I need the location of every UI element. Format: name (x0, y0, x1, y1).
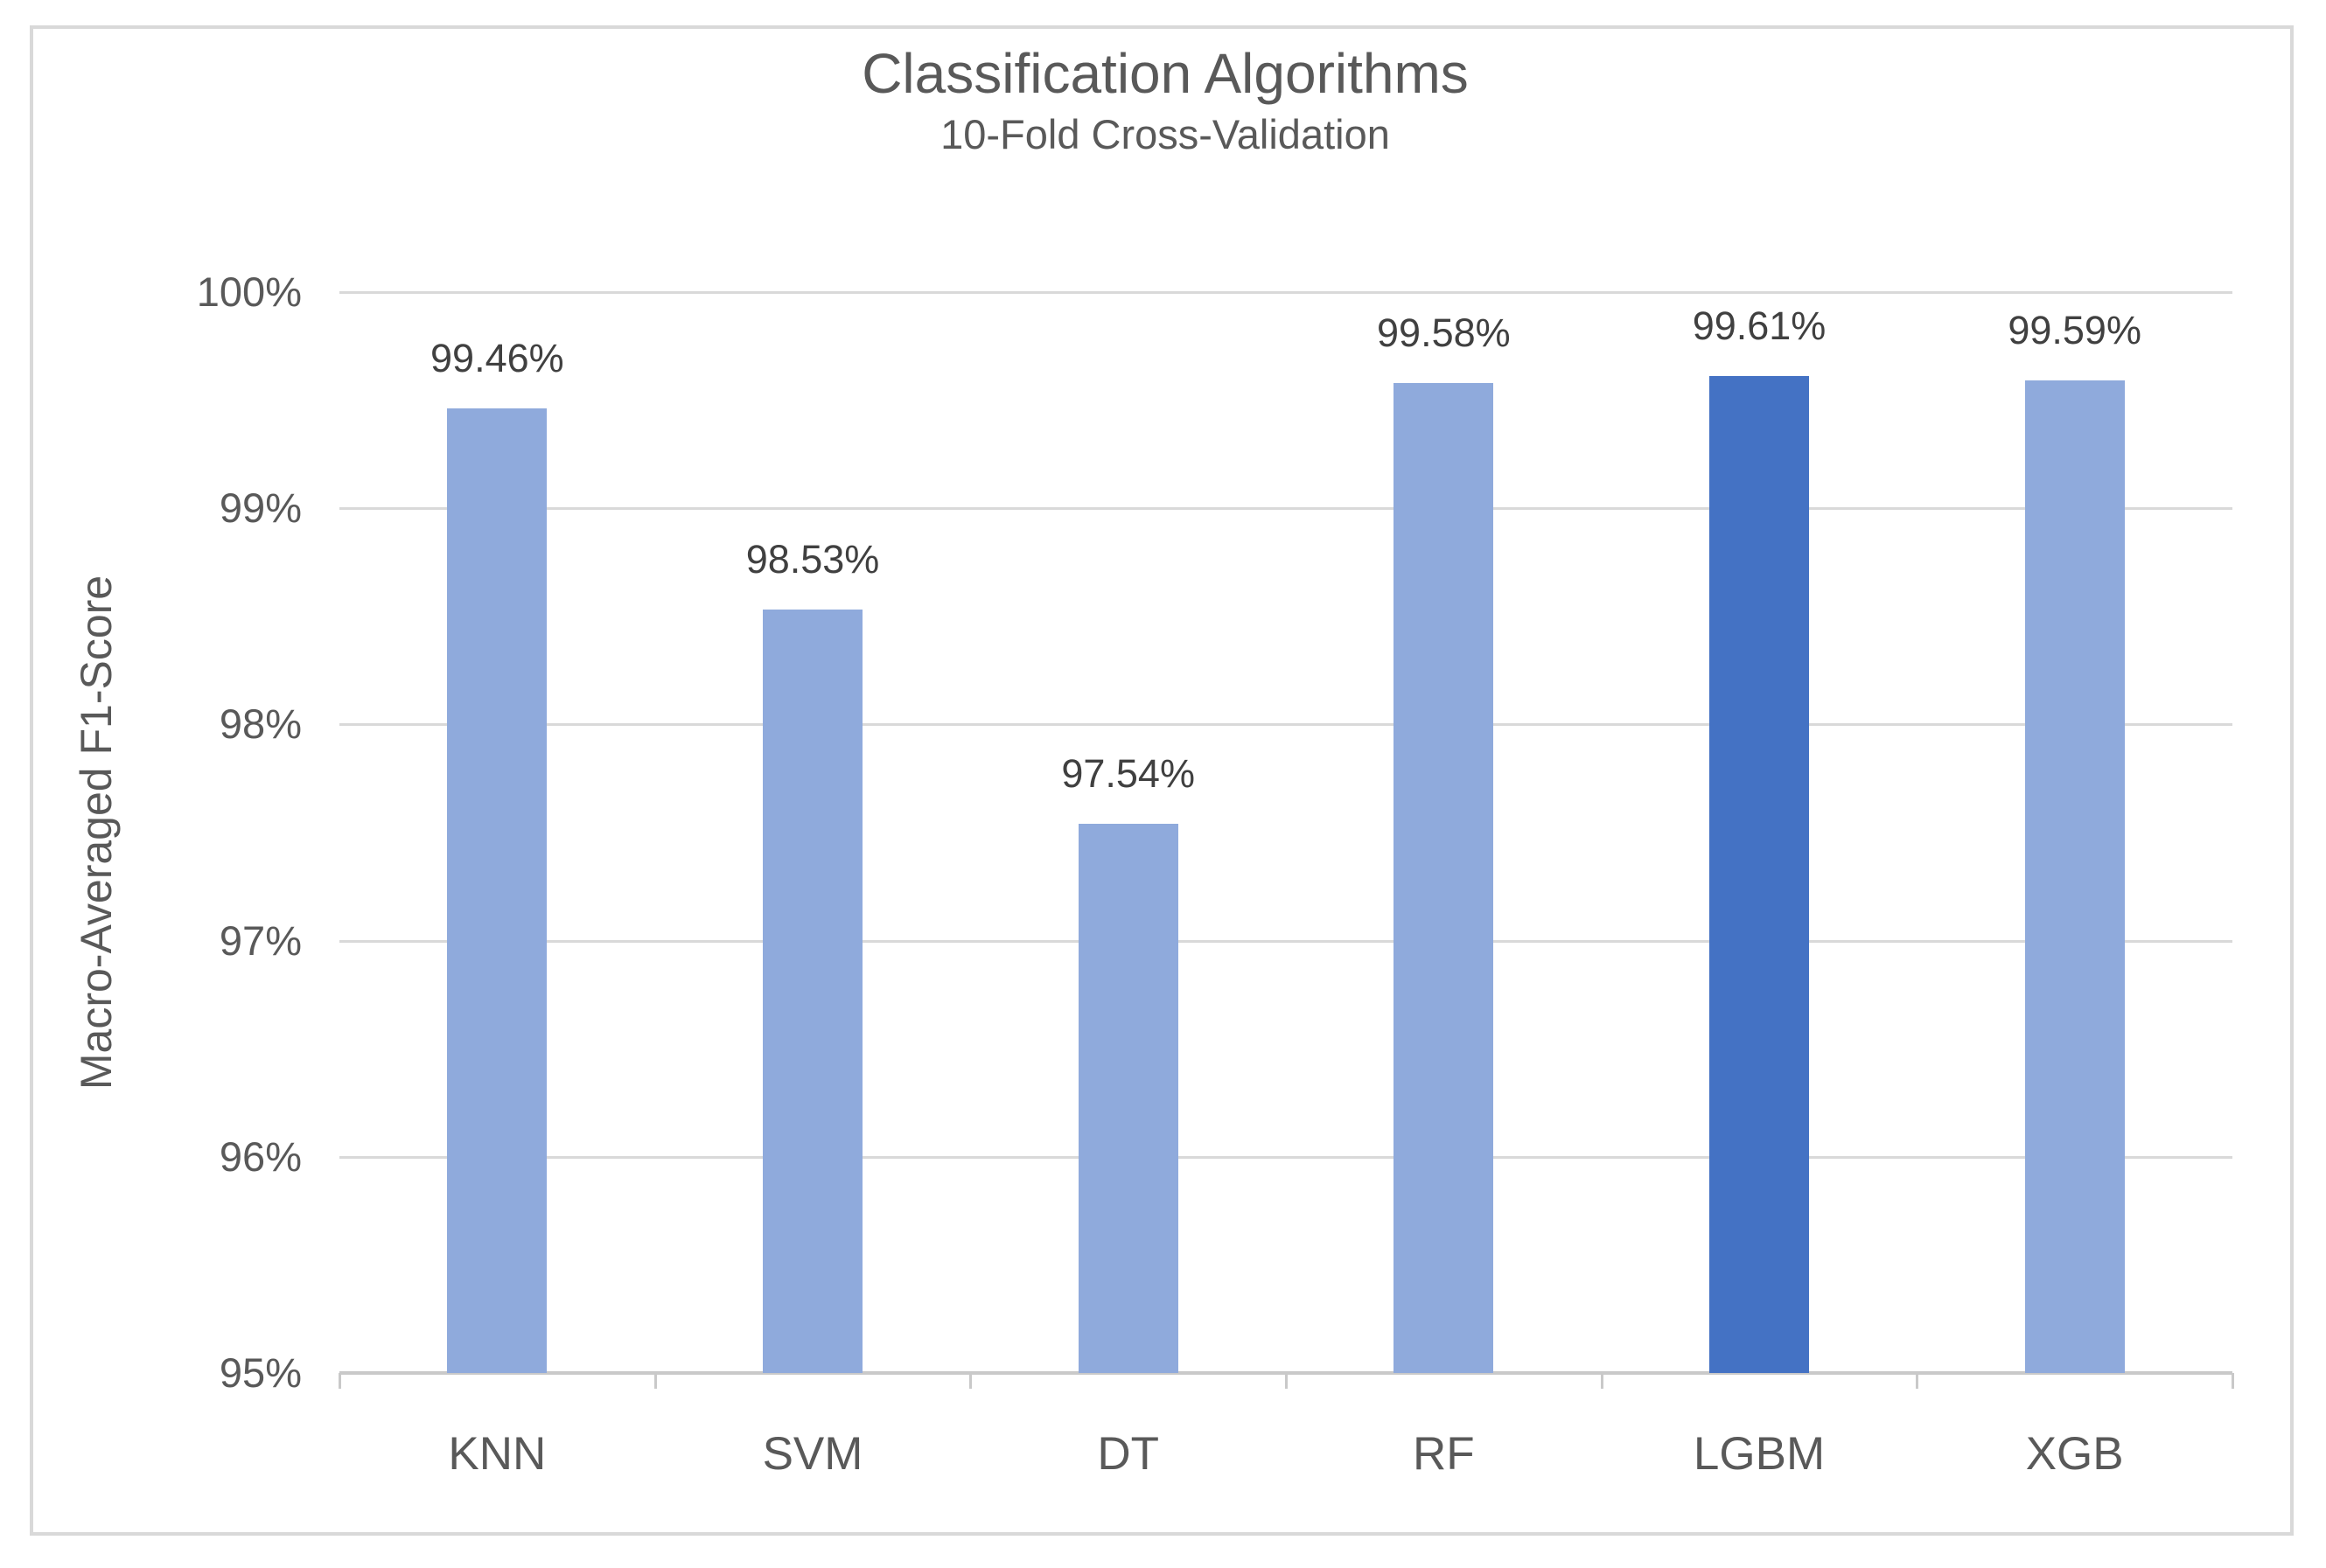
y-axis-title-text: Macro-Averaged F1-Score (72, 575, 121, 1091)
bar-rf (1394, 382, 1494, 1373)
category-label: LGBM (1693, 1428, 1826, 1480)
gridline (339, 1155, 2232, 1159)
bar-value-label: 98.53% (745, 537, 880, 582)
gridline (339, 507, 2232, 511)
bar-lgbm (1709, 376, 1809, 1373)
x-axis-tick (339, 1373, 341, 1389)
x-axis-tick (653, 1373, 657, 1389)
chart-subtitle: 10-Fold Cross-Validation (940, 111, 1390, 157)
x-axis-tick (1600, 1373, 1603, 1389)
bar-value-label: 99.58% (1377, 310, 1511, 355)
bar-value-label: 99.46% (430, 336, 564, 381)
category-label: RF (1413, 1428, 1475, 1480)
y-tick-label: 98% (219, 700, 302, 748)
bar-value-label: 99.59% (2008, 308, 2141, 353)
y-tick-label: 97% (219, 916, 302, 964)
gridline (339, 723, 2232, 727)
bar-value-label: 99.61% (1692, 303, 1827, 349)
x-axis-tick (1916, 1373, 1919, 1389)
gridline (339, 291, 2232, 294)
x-axis-tick (1285, 1373, 1288, 1389)
bar-dt (1078, 824, 1178, 1373)
category-label: XGB (2025, 1428, 2124, 1480)
category-label: SVM (762, 1428, 863, 1480)
y-tick-label: 96% (219, 1132, 302, 1180)
bar-svm (763, 610, 863, 1373)
category-label: DT (1097, 1428, 1159, 1480)
x-axis-tick (969, 1373, 973, 1389)
x-axis-tick (2232, 1373, 2234, 1389)
bar-xgb (2024, 380, 2125, 1373)
y-tick-label: 99% (219, 484, 302, 532)
bar-value-label: 97.54% (1061, 751, 1195, 797)
category-label: KNN (448, 1428, 547, 1480)
chart-title: Classification Algorithms (862, 42, 1469, 105)
gridline (339, 939, 2232, 943)
bar-knn (447, 408, 548, 1373)
y-tick-label: 100% (196, 268, 302, 315)
y-tick-label: 95% (219, 1349, 302, 1396)
